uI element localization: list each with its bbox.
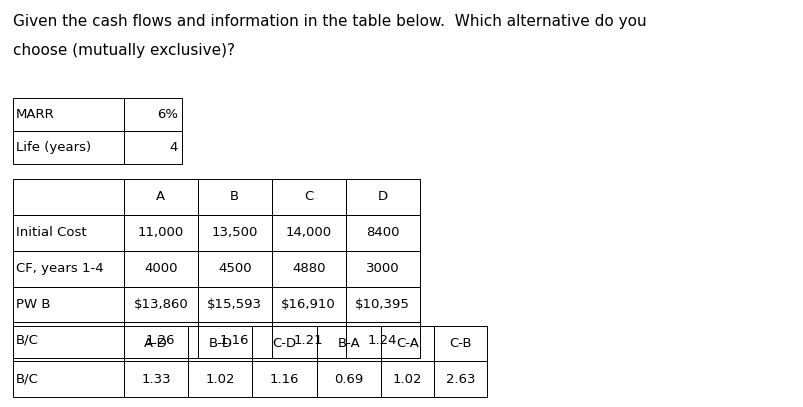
Text: $16,910: $16,910 — [281, 298, 336, 311]
Bar — [13, 251, 124, 287]
Text: Life (years): Life (years) — [16, 141, 91, 154]
Bar — [124, 326, 188, 361]
Text: 1.16: 1.16 — [220, 334, 249, 347]
Bar — [271, 287, 345, 322]
Bar — [13, 361, 124, 397]
Bar — [381, 361, 434, 397]
Text: CF, years 1-4: CF, years 1-4 — [16, 262, 104, 275]
Bar — [13, 98, 124, 131]
Bar — [381, 326, 434, 361]
Text: Initial Cost: Initial Cost — [16, 226, 87, 239]
Bar — [13, 287, 124, 322]
Bar — [198, 179, 271, 215]
Text: 13,500: 13,500 — [211, 226, 258, 239]
Bar — [345, 215, 419, 251]
Bar — [252, 361, 316, 397]
Text: 1.02: 1.02 — [206, 373, 234, 386]
Bar — [13, 215, 124, 251]
Text: $13,860: $13,860 — [133, 298, 188, 311]
Text: 2.63: 2.63 — [446, 373, 475, 386]
Text: $10,395: $10,395 — [355, 298, 410, 311]
Bar — [188, 326, 252, 361]
Bar — [188, 361, 252, 397]
Text: 0.69: 0.69 — [334, 373, 363, 386]
Text: B/C: B/C — [16, 334, 39, 347]
Text: A-D: A-D — [144, 337, 168, 350]
Text: PW B: PW B — [16, 298, 51, 311]
Text: B: B — [230, 190, 239, 204]
Text: B-A: B-A — [337, 337, 360, 350]
Bar — [124, 131, 181, 164]
Bar — [124, 322, 198, 358]
Text: A: A — [156, 190, 165, 204]
Bar — [124, 179, 198, 215]
Text: 14,000: 14,000 — [285, 226, 332, 239]
Bar — [271, 251, 345, 287]
Text: 3000: 3000 — [365, 262, 399, 275]
Bar — [316, 326, 381, 361]
Text: 4880: 4880 — [291, 262, 325, 275]
Bar — [124, 98, 181, 131]
Text: 8400: 8400 — [365, 226, 399, 239]
Bar — [434, 361, 487, 397]
Bar — [345, 251, 419, 287]
Bar — [124, 287, 198, 322]
Bar — [434, 326, 487, 361]
Bar — [13, 179, 124, 215]
Text: 1.21: 1.21 — [294, 334, 323, 347]
Text: 6%: 6% — [157, 108, 177, 121]
Text: B-D: B-D — [208, 337, 232, 350]
Bar — [198, 215, 271, 251]
Bar — [271, 215, 345, 251]
Bar — [124, 215, 198, 251]
Bar — [124, 251, 198, 287]
Bar — [13, 131, 124, 164]
Text: C-D: C-D — [272, 337, 296, 350]
Text: $15,593: $15,593 — [207, 298, 262, 311]
Text: C-A: C-A — [396, 337, 418, 350]
Bar — [198, 322, 271, 358]
Bar — [124, 361, 188, 397]
Bar — [198, 287, 271, 322]
Text: 4: 4 — [169, 141, 177, 154]
Text: B/C: B/C — [16, 373, 39, 386]
Text: 1.02: 1.02 — [393, 373, 422, 386]
Bar — [13, 326, 124, 361]
Text: C: C — [304, 190, 313, 204]
Bar — [345, 322, 419, 358]
Bar — [316, 361, 381, 397]
Text: 1.16: 1.16 — [270, 373, 299, 386]
Text: choose (mutually exclusive)?: choose (mutually exclusive)? — [13, 43, 234, 58]
Text: MARR: MARR — [16, 108, 55, 121]
Bar — [252, 326, 316, 361]
Bar — [345, 287, 419, 322]
Bar — [345, 179, 419, 215]
Text: 4500: 4500 — [218, 262, 251, 275]
Text: 1.33: 1.33 — [141, 373, 170, 386]
Bar — [271, 179, 345, 215]
Text: 11,000: 11,000 — [137, 226, 184, 239]
Bar — [198, 251, 271, 287]
Text: C-B: C-B — [449, 337, 471, 350]
Text: 1.24: 1.24 — [368, 334, 397, 347]
Text: Given the cash flows and information in the table below.  Which alternative do y: Given the cash flows and information in … — [13, 14, 646, 29]
Bar — [271, 322, 345, 358]
Bar — [13, 322, 124, 358]
Text: 4000: 4000 — [144, 262, 177, 275]
Text: D: D — [377, 190, 387, 204]
Text: 1.26: 1.26 — [146, 334, 175, 347]
